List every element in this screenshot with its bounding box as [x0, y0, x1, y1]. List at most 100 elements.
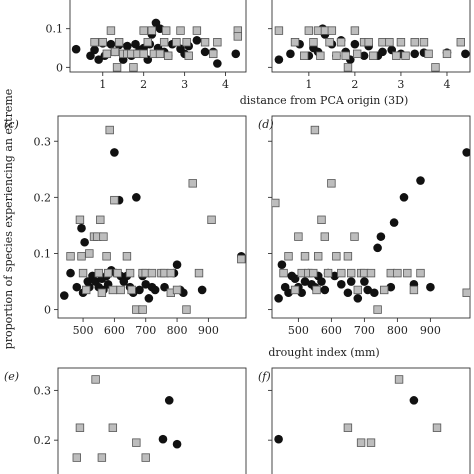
circle-point [110, 148, 119, 157]
square-point [166, 268, 175, 278]
circle-point [317, 277, 326, 286]
square-point [78, 268, 88, 278]
square-point [416, 268, 425, 278]
circle-point [144, 294, 154, 303]
square-point [456, 38, 465, 47]
square-point [155, 49, 165, 59]
square-point [310, 125, 320, 135]
square-point [294, 232, 303, 241]
square-point [410, 38, 419, 47]
square-point [393, 268, 402, 278]
square-point [323, 268, 333, 278]
square-point [102, 252, 111, 261]
square-point [143, 38, 152, 47]
panel-label: (c) [4, 118, 19, 131]
circle-point [66, 268, 75, 278]
panel-c: 0 0.1 0.2 0.3 500 600 700 800 900 (c) [4, 115, 247, 337]
circle-point [106, 39, 116, 49]
circle-point [150, 285, 160, 295]
y-tick-label: 0.1 [34, 247, 52, 260]
x-tick-label: 600 [104, 324, 125, 337]
x-tick-label: 600 [321, 324, 342, 337]
square-point [316, 51, 325, 60]
square-point [182, 305, 191, 314]
panel-frame [57, 367, 247, 474]
x-tick-label: 3 [397, 78, 404, 91]
circle-point [197, 285, 207, 295]
square-point [431, 63, 440, 72]
panel-label: (d) [258, 118, 274, 131]
square-point [66, 252, 75, 261]
square-point [209, 49, 218, 59]
top-x-axis-title: distance from PCA origin (3D) [240, 94, 409, 107]
circle-point [320, 285, 330, 295]
square-point [164, 51, 173, 60]
square-point [125, 268, 135, 278]
square-point [184, 51, 193, 60]
square-point [108, 285, 118, 295]
square-point [309, 268, 318, 278]
square-point [116, 285, 125, 295]
square-point [91, 375, 100, 384]
panel-b: 1 2 3 4 [268, 0, 471, 91]
circle-point [416, 176, 425, 185]
circle-point [350, 39, 360, 49]
square-point [343, 63, 353, 72]
square-point [442, 49, 452, 59]
square-point [138, 305, 147, 314]
square-point [284, 252, 293, 261]
circle-point [297, 288, 307, 298]
x-tick-label: 3 [181, 78, 188, 91]
circle-point [389, 218, 399, 227]
square-point [320, 26, 330, 35]
square-point [300, 51, 309, 60]
x-tick-label: 500 [288, 324, 309, 337]
square-point [279, 268, 288, 278]
circle-point [90, 45, 99, 55]
square-point [317, 215, 326, 225]
middle-x-axis-title: drought index (mm) [268, 346, 379, 359]
circle-point [376, 232, 386, 241]
points [272, 125, 470, 314]
square-point [343, 252, 353, 261]
y-tick-label: 0 [56, 61, 63, 74]
square-point [127, 285, 136, 295]
square-point [343, 423, 353, 432]
square-point [96, 215, 105, 225]
y-tick-label: 0.3 [34, 384, 52, 397]
x-tick-label: 800 [387, 324, 408, 337]
square-point [290, 38, 300, 47]
panel-frame [271, 367, 471, 474]
panel-frame [57, 115, 247, 319]
square-point [237, 254, 246, 264]
circle-point [370, 288, 379, 298]
square-point [129, 63, 138, 72]
circle-point [284, 288, 293, 298]
x-tick-label: 700 [135, 324, 156, 337]
square-point [97, 453, 107, 462]
y-tick-label: 0.2 [34, 434, 52, 447]
square-point [110, 195, 119, 205]
square-point [85, 249, 94, 258]
square-point [332, 252, 341, 261]
square-point [341, 51, 350, 60]
circle-point [462, 148, 470, 157]
x-tick-label: 500 [73, 324, 94, 337]
square-point [75, 423, 85, 432]
square-point [103, 268, 113, 278]
square-point [332, 51, 341, 60]
square-point [200, 38, 210, 47]
square-point [327, 26, 337, 35]
panel-frame [271, 115, 471, 319]
square-point [346, 268, 356, 278]
square-point [312, 285, 321, 295]
x-tick-label: 1 [99, 78, 106, 91]
square-point [378, 38, 387, 47]
circle-point [410, 49, 420, 59]
square-point [401, 51, 410, 60]
circle-point [409, 396, 419, 405]
square-point [90, 38, 99, 47]
circle-point [274, 55, 284, 64]
square-point [194, 268, 204, 278]
square-point [352, 49, 362, 59]
